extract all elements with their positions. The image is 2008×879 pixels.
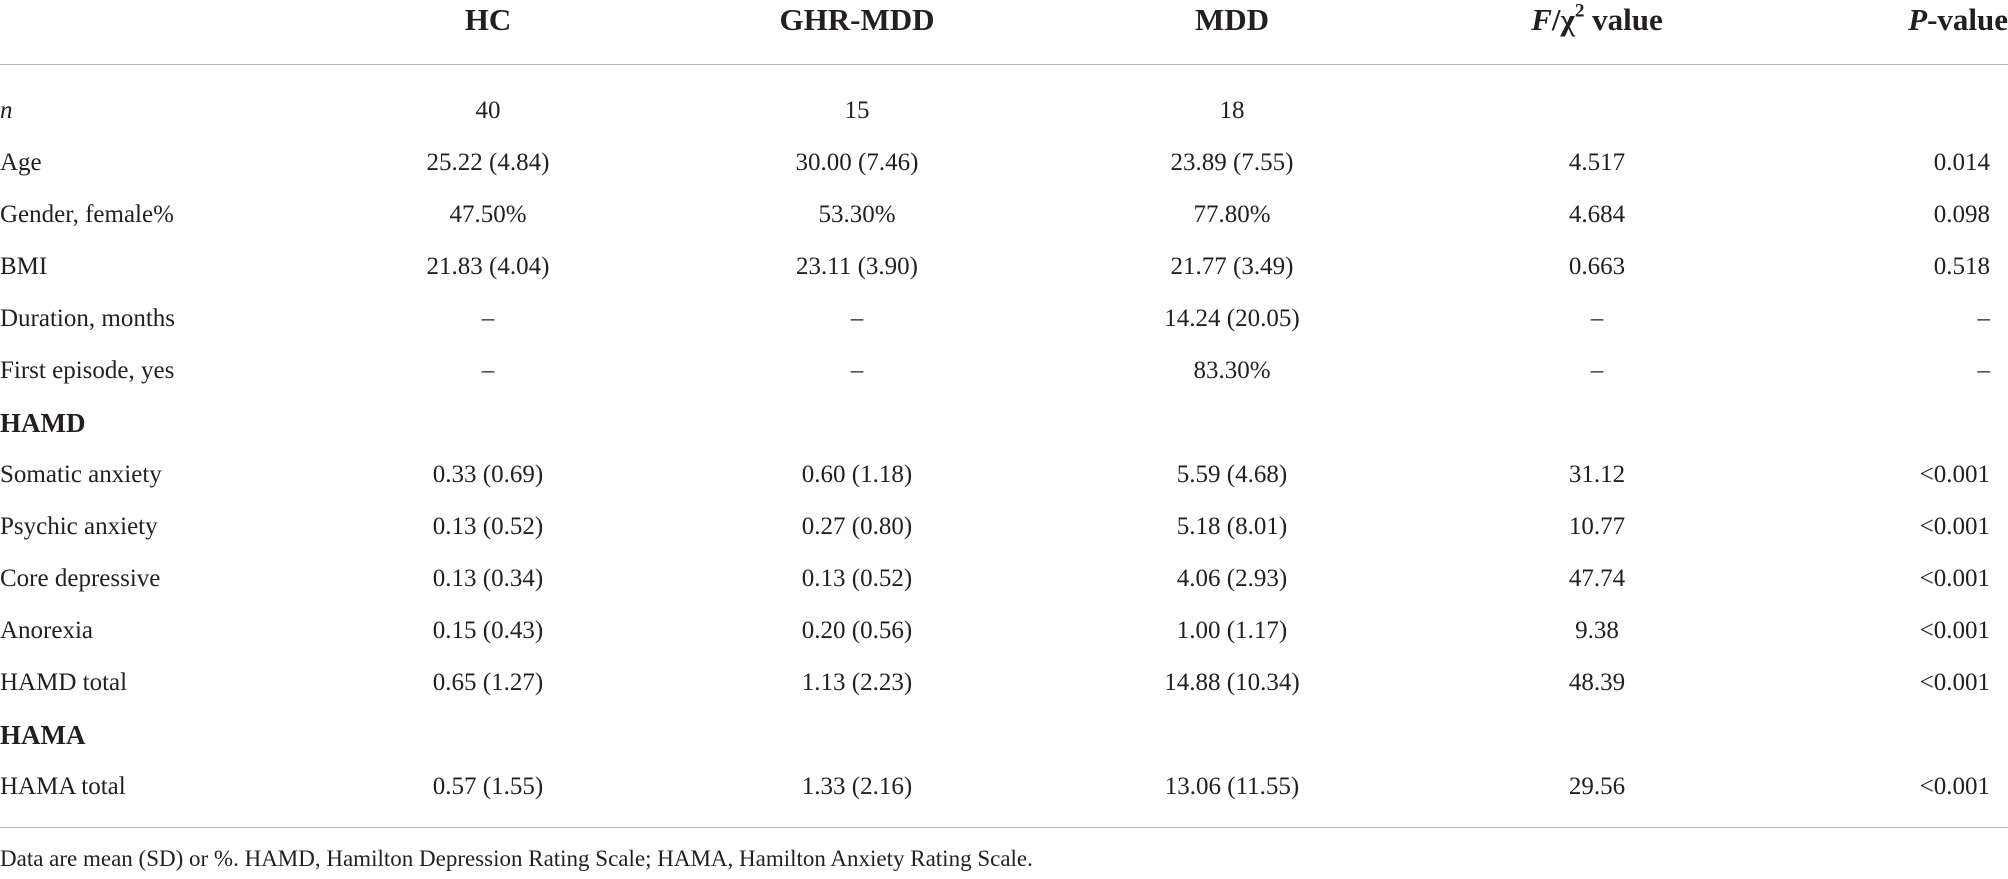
cell-mdd: 77.80% — [1193, 201, 1271, 228]
table-row: Age 25.22 (4.84) 30.00 (7.46) 23.89 (7.55) 4… — [0, 137, 2008, 189]
cell-f-chi2: 47.74 — [1568, 565, 1626, 592]
cell-p-value: <0.001 — [1919, 669, 1990, 696]
cell-p-value: – — [1977, 357, 1991, 384]
cell-ghr-mdd: 0.20 (0.56) — [801, 617, 913, 644]
cell-p-value: <0.001 — [1919, 461, 1990, 488]
cell-hc: 25.22 (4.84) — [426, 149, 550, 176]
row-label: Anorexia — [0, 617, 94, 644]
cell-ghr-mdd: 1.13 (2.23) — [801, 669, 913, 696]
section-row: HAMA — [0, 709, 2008, 761]
cell-hc: 0.13 (0.34) — [432, 565, 544, 592]
cell-mdd: 1.00 (1.17) — [1176, 617, 1288, 644]
cell-mdd: 5.59 (4.68) — [1176, 461, 1288, 488]
table-row: BMI 21.83 (4.04) 23.11 (3.90) 21.77 (3.49) 0… — [0, 241, 2008, 293]
cell-ghr-mdd: 1.33 (2.16) — [801, 773, 913, 800]
table-row: Gender, female% 47.50% 53.30% 77.80% 4.684 0.… — [0, 189, 2008, 241]
column-header-ghr-mdd: GHR-MDD — [779, 2, 935, 37]
cell-mdd: 13.06 (11.55) — [1164, 773, 1300, 800]
section-label: HAMD — [0, 407, 86, 438]
cell-f-chi2: 48.39 — [1568, 669, 1626, 696]
cell-ghr-mdd: 15 — [844, 97, 870, 124]
cell-p-value: 0.098 — [1933, 201, 1990, 228]
cell-f-chi2: 4.684 — [1568, 201, 1626, 228]
cell-f-chi2: 4.517 — [1568, 149, 1626, 176]
cell-p-value: <0.001 — [1919, 773, 1990, 800]
cell-f-chi2: 10.77 — [1568, 513, 1626, 540]
cell-p-value: 0.518 — [1933, 253, 1990, 280]
table-row: Core depressive 0.13 (0.34) 0.13 (0.52) 4.0… — [0, 553, 2008, 605]
cell-hc: – — [481, 357, 495, 384]
row-label: Age — [0, 149, 42, 176]
cell-f-chi2: 9.38 — [1575, 617, 1619, 644]
cell-hc: 0.57 (1.55) — [432, 773, 544, 800]
cell-mdd: 18 — [1219, 97, 1245, 124]
cell-f-chi2: 0.663 — [1568, 253, 1626, 280]
table-row: Psychic anxiety 0.13 (0.52) 0.27 (0.80) 5.1… — [0, 501, 2008, 553]
cell-ghr-mdd: – — [850, 305, 864, 332]
table-header-row: HC GHR-MDD MDD F/χ2 value P-value — [0, 0, 2008, 65]
cell-p-value: <0.001 — [1919, 617, 1990, 644]
table-footnote: Data are mean (SD) or %. HAMD, Hamilton … — [0, 846, 1033, 871]
demographics-table: HC GHR-MDD MDD F/χ2 value P-value n 40 15 1… — [0, 0, 2008, 813]
column-header-p-value: P-value — [1908, 2, 2008, 37]
column-header-hc: HC — [464, 2, 512, 37]
table-row: Somatic anxiety 0.33 (0.69) 0.60 (1.18) 5.5… — [0, 449, 2008, 501]
cell-p-value: – — [1977, 305, 1991, 332]
table-row: Duration, months – – 14.24 (20.05) – – — [0, 293, 2008, 345]
cell-mdd: 14.24 (20.05) — [1164, 305, 1300, 332]
cell-hc: 0.15 (0.43) — [432, 617, 544, 644]
row-label: HAMA total — [0, 773, 126, 800]
cell-ghr-mdd: 23.11 (3.90) — [796, 253, 918, 280]
table-row: HAMD total 0.65 (1.27) 1.13 (2.23) 14.88 (1… — [0, 657, 2008, 709]
row-label: n — [0, 97, 13, 124]
cell-hc: 47.50% — [449, 201, 527, 228]
cell-p-value: 0.014 — [1933, 149, 1990, 176]
cell-hc: 21.83 (4.04) — [426, 253, 550, 280]
cell-mdd: 83.30% — [1193, 357, 1271, 384]
column-header-f-chi2-value: F/χ2 value — [1531, 0, 1663, 37]
cell-hc: – — [481, 305, 495, 332]
table-row: First episode, yes – – 83.30% – – — [0, 345, 2008, 397]
cell-p-value: <0.001 — [1919, 513, 1990, 540]
cell-f-chi2: 31.12 — [1568, 461, 1626, 488]
cell-ghr-mdd: 53.30% — [818, 201, 896, 228]
row-label: Psychic anxiety — [0, 513, 158, 540]
cell-ghr-mdd: 0.60 (1.18) — [801, 461, 913, 488]
row-label: Gender, female% — [0, 201, 174, 228]
table-body: n 40 15 18 Age 25.22 (4.84) 30.00 (7.46) 23.89 … — [0, 65, 2008, 813]
row-label: Core depressive — [0, 565, 161, 592]
cell-f-chi2: – — [1590, 357, 1604, 384]
section-label: HAMA — [0, 719, 86, 750]
cell-p-value: <0.001 — [1919, 565, 1990, 592]
row-label: First episode, yes — [0, 357, 175, 384]
row-label: HAMD total — [0, 669, 128, 696]
section-row: HAMD — [0, 397, 2008, 449]
table-bottom-rule — [0, 827, 2008, 828]
cell-ghr-mdd: 30.00 (7.46) — [795, 149, 919, 176]
cell-f-chi2: 29.56 — [1568, 773, 1626, 800]
row-label: BMI — [0, 253, 48, 280]
cell-mdd: 4.06 (2.93) — [1176, 565, 1288, 592]
row-label: Duration, months — [0, 305, 175, 332]
row-label: Somatic anxiety — [0, 461, 162, 488]
cell-mdd: 21.77 (3.49) — [1170, 253, 1294, 280]
cell-ghr-mdd: 0.13 (0.52) — [801, 565, 913, 592]
cell-ghr-mdd: 0.27 (0.80) — [801, 513, 913, 540]
cell-f-chi2: – — [1590, 305, 1604, 332]
table-row: n 40 15 18 — [0, 85, 2008, 137]
table-row: HAMA total 0.57 (1.55) 1.33 (2.16) 13.06 (1… — [0, 761, 2008, 813]
table-row: Anorexia 0.15 (0.43) 0.20 (0.56) 1.00 (1.17… — [0, 605, 2008, 657]
cell-mdd: 5.18 (8.01) — [1176, 513, 1288, 540]
cell-hc: 0.33 (0.69) — [432, 461, 544, 488]
cell-hc: 0.65 (1.27) — [432, 669, 544, 696]
cell-mdd: 14.88 (10.34) — [1164, 669, 1300, 696]
cell-ghr-mdd: – — [850, 357, 864, 384]
cell-hc: 40 — [475, 97, 501, 124]
cell-hc: 0.13 (0.52) — [432, 513, 544, 540]
column-header-mdd: MDD — [1194, 2, 1270, 37]
cell-mdd: 23.89 (7.55) — [1170, 149, 1294, 176]
